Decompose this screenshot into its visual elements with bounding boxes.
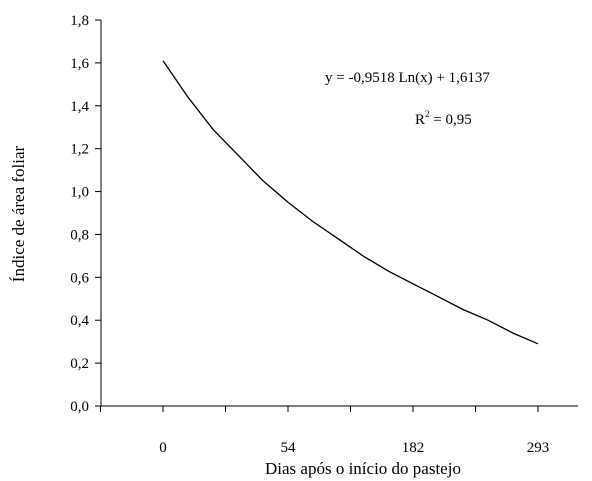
x-axis-title: Dias após o início do pastejo xyxy=(265,459,461,478)
y-tick-label: 0,8 xyxy=(70,227,89,243)
y-axis: 0,0 0,2 0,4 0,6 0,8 1,0 1,2 1,4 1,6 1,8 xyxy=(70,13,102,415)
series-line xyxy=(162,60,539,345)
y-ticks: 0,0 0,2 0,4 0,6 0,8 1,0 1,2 1,4 1,6 1,8 xyxy=(70,13,101,415)
y-tick-label: 0,6 xyxy=(70,270,89,286)
y-tick-label: 0,4 xyxy=(70,313,89,329)
y-tick-label: 1,0 xyxy=(70,185,89,201)
r2-annotation: R2 = 0,95 xyxy=(415,109,472,128)
x-tick-label: 293 xyxy=(527,440,550,456)
x-tick-label: 182 xyxy=(402,440,425,456)
y-tick-label: 1,6 xyxy=(70,56,89,72)
x-ticks: 0 54 182 293 xyxy=(100,406,550,456)
equation-annotation: y = -0,9518 Ln(x) + 1,6137 xyxy=(325,70,490,86)
x-tick-label: 0 xyxy=(159,440,167,456)
y-axis-title: Índice de área foliar xyxy=(9,145,28,282)
y-tick-label: 1,4 xyxy=(70,99,89,115)
y-tick-label: 0,0 xyxy=(70,399,89,415)
y-tick-label: 1,8 xyxy=(70,13,89,29)
x-axis: 0 54 182 293 xyxy=(100,405,578,456)
y-tick-label: 0,2 xyxy=(70,356,89,372)
y-tick-label: 1,2 xyxy=(70,142,89,158)
x-tick-label: 54 xyxy=(281,440,297,456)
